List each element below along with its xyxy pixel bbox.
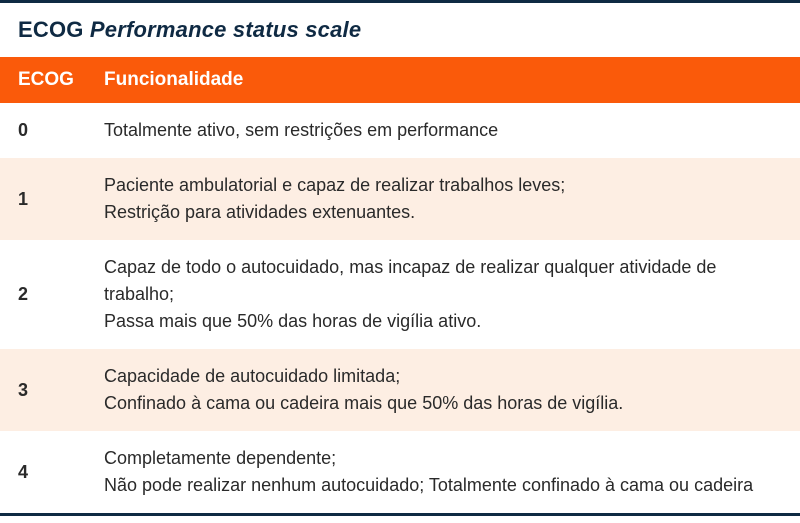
cell-code: 1 bbox=[0, 158, 100, 240]
panel-title: ECOG Performance status scale bbox=[18, 17, 361, 42]
table-row: 3 Capacidade de autocuidado limitada; Co… bbox=[0, 349, 800, 431]
cell-code: 2 bbox=[0, 240, 100, 349]
cell-desc: Capaz de todo o autocuidado, mas incapaz… bbox=[100, 240, 800, 349]
title-italic: Performance status scale bbox=[90, 17, 361, 42]
cell-desc: Completamente dependente; Não pode reali… bbox=[100, 431, 800, 513]
table-row: 0 Totalmente ativo, sem restrições em pe… bbox=[0, 103, 800, 158]
cell-desc: Totalmente ativo, sem restrições em perf… bbox=[100, 103, 800, 158]
cell-code: 3 bbox=[0, 349, 100, 431]
title-prefix: ECOG bbox=[18, 17, 90, 42]
header-col-code: ECOG bbox=[0, 57, 100, 103]
table-row: 2 Capaz de todo o autocuidado, mas incap… bbox=[0, 240, 800, 349]
title-bar: ECOG Performance status scale bbox=[0, 3, 800, 57]
cell-desc: Capacidade de autocuidado limitada; Conf… bbox=[100, 349, 800, 431]
cell-code: 4 bbox=[0, 431, 100, 513]
table-header-row: ECOG Funcionalidade bbox=[0, 57, 800, 103]
ecog-table-panel: ECOG Performance status scale ECOG Funci… bbox=[0, 0, 800, 516]
table-row: 4 Completamente dependente; Não pode rea… bbox=[0, 431, 800, 513]
cell-code: 0 bbox=[0, 103, 100, 158]
header-col-desc: Funcionalidade bbox=[100, 57, 800, 103]
cell-desc: Paciente ambulatorial e capaz de realiza… bbox=[100, 158, 800, 240]
table-row: 1 Paciente ambulatorial e capaz de reali… bbox=[0, 158, 800, 240]
